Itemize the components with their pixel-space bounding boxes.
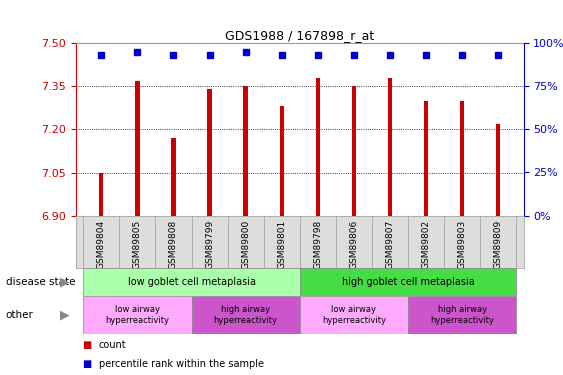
Text: GSM89802: GSM89802 bbox=[422, 220, 431, 269]
Text: GSM89805: GSM89805 bbox=[133, 220, 142, 269]
Bar bbox=[280, 106, 284, 216]
Text: GSM89806: GSM89806 bbox=[350, 220, 359, 269]
Text: GSM89800: GSM89800 bbox=[241, 220, 250, 269]
Text: GSM89808: GSM89808 bbox=[169, 220, 178, 269]
Bar bbox=[388, 78, 392, 216]
Text: low goblet cell metaplasia: low goblet cell metaplasia bbox=[127, 277, 256, 287]
Text: ▶: ▶ bbox=[60, 309, 70, 321]
Text: GSM89809: GSM89809 bbox=[494, 220, 503, 269]
Text: high airway
hyperreactivity: high airway hyperreactivity bbox=[213, 305, 278, 325]
Text: low airway
hyperreactivity: low airway hyperreactivity bbox=[322, 305, 386, 325]
Bar bbox=[352, 86, 356, 216]
Bar bbox=[135, 81, 140, 216]
Bar bbox=[300, 268, 516, 296]
Bar bbox=[207, 89, 212, 216]
Text: disease state: disease state bbox=[6, 277, 75, 287]
Text: ▶: ▶ bbox=[60, 276, 70, 289]
Bar bbox=[424, 100, 428, 216]
Text: ■: ■ bbox=[82, 359, 91, 369]
Text: percentile rank within the sample: percentile rank within the sample bbox=[99, 359, 263, 369]
Text: GSM89798: GSM89798 bbox=[314, 220, 323, 269]
Bar bbox=[191, 296, 300, 334]
Bar bbox=[83, 268, 300, 296]
Bar bbox=[99, 172, 104, 216]
Text: high airway
hyperreactivity: high airway hyperreactivity bbox=[430, 305, 494, 325]
Bar bbox=[300, 296, 408, 334]
Title: GDS1988 / 167898_r_at: GDS1988 / 167898_r_at bbox=[225, 29, 374, 42]
Text: GSM89803: GSM89803 bbox=[458, 220, 467, 269]
Text: low airway
hyperreactivity: low airway hyperreactivity bbox=[105, 305, 169, 325]
Bar bbox=[496, 124, 501, 216]
Text: GSM89804: GSM89804 bbox=[97, 220, 106, 269]
Bar bbox=[316, 78, 320, 216]
Bar bbox=[408, 296, 516, 334]
Bar bbox=[171, 138, 176, 216]
Bar bbox=[243, 86, 248, 216]
Text: GSM89801: GSM89801 bbox=[277, 220, 286, 269]
Text: high goblet cell metaplasia: high goblet cell metaplasia bbox=[342, 277, 475, 287]
Text: ■: ■ bbox=[82, 340, 91, 350]
Text: GSM89807: GSM89807 bbox=[386, 220, 395, 269]
Text: GSM89799: GSM89799 bbox=[205, 220, 214, 269]
Bar bbox=[83, 296, 191, 334]
Text: count: count bbox=[99, 340, 126, 350]
Bar bbox=[460, 100, 464, 216]
Text: other: other bbox=[6, 310, 34, 320]
